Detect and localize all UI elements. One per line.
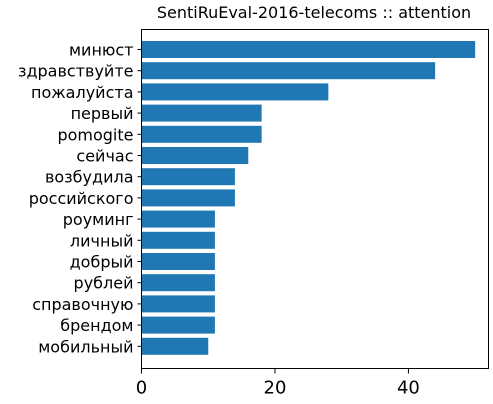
category-label-7: российского [29, 189, 134, 208]
category-label-1: здравствуйте [18, 62, 134, 81]
category-labels: минюст здравствуйте пожалуйста первый pomogi… [18, 41, 142, 356]
category-label-8: роуминг [63, 210, 134, 229]
category-label-14: мобильный [38, 337, 133, 356]
bar-5 [141, 147, 249, 164]
bar-1 [141, 62, 436, 80]
category-label-5: сейчас [76, 147, 133, 166]
category-label-0: минюст [69, 41, 134, 60]
bars-group [141, 41, 476, 355]
bar-11 [141, 274, 215, 292]
category-label-9: личный [70, 231, 134, 250]
bar-6 [141, 168, 235, 186]
bar-12 [141, 295, 215, 313]
category-label-12: справочную [32, 295, 133, 314]
category-label-2: пожалуйста [31, 83, 133, 102]
bar-7 [141, 189, 235, 207]
chart-title: SentiRuEval-2016-telecoms :: attention [157, 3, 471, 22]
bar-8 [141, 210, 215, 228]
plot-frame [141, 29, 489, 369]
bar-4 [141, 125, 262, 143]
x-tick-label-1: 20 [264, 378, 287, 399]
bar-9 [141, 231, 215, 249]
bar-0 [141, 41, 476, 58]
x-tick-label-0: 0 [136, 378, 147, 399]
bar-13 [141, 316, 215, 334]
bar-3 [141, 104, 262, 122]
category-label-11: рублей [74, 274, 134, 293]
category-label-6: возбудила [45, 168, 134, 187]
bar-10 [141, 253, 215, 270]
x-tick-label-2: 40 [397, 378, 420, 399]
bar-2 [141, 83, 329, 101]
bar-14 [141, 337, 209, 355]
category-label-4: pomogite [57, 125, 133, 144]
category-label-10: добрый [70, 253, 134, 272]
category-label-3: первый [71, 104, 134, 123]
category-label-13: брендом [60, 316, 133, 335]
x-axis: 0 20 40 [136, 368, 420, 399]
